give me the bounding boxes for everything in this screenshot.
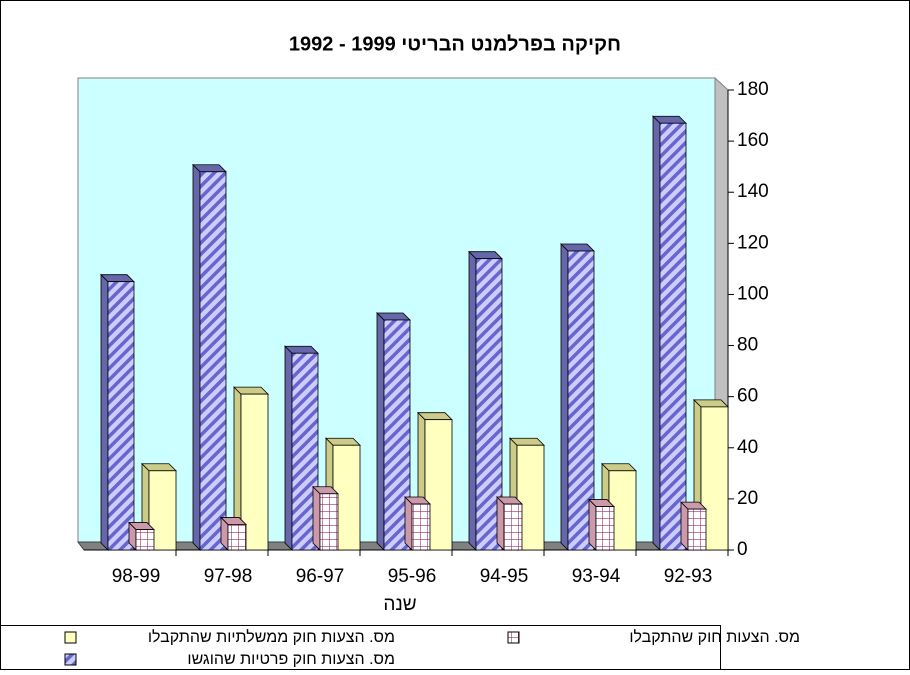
bar-side	[560, 243, 569, 551]
y-tick-label: 0	[737, 539, 748, 560]
x-tick-label: 95-96	[388, 566, 437, 587]
bar	[319, 493, 339, 551]
bar-side	[404, 496, 413, 551]
x-axis-label: שנה	[383, 594, 416, 615]
legend-swatch	[507, 631, 520, 644]
bar	[659, 122, 687, 551]
y-tick-label: 120	[737, 232, 769, 253]
legend-label: מס. הצעות חוק שהתקבלו	[629, 628, 800, 646]
legend-label: מס. הצעות חוק פרטיות שהוגשו	[187, 651, 395, 668]
bar	[411, 503, 431, 551]
x-tick-label: 93-94	[572, 566, 621, 587]
y-tick-label: 140	[737, 181, 769, 202]
y-tick-label: 180	[737, 79, 769, 100]
bar	[503, 503, 523, 551]
legend-swatch	[64, 653, 77, 666]
bar-side	[680, 501, 689, 551]
y-tick-label: 40	[737, 437, 758, 458]
legend-swatch	[64, 631, 77, 644]
bar-side	[100, 273, 109, 551]
bar	[687, 508, 707, 551]
bar-side	[496, 496, 505, 551]
bar-side	[468, 250, 477, 551]
bar-side	[284, 345, 293, 551]
y-tick-label: 80	[737, 335, 758, 356]
chart-title: חקיקה בפרלמנט הבריטי 1999 - 1992	[289, 33, 621, 55]
x-tick-label: 98-99	[112, 566, 161, 587]
bar	[107, 281, 135, 551]
bar	[227, 524, 247, 551]
y-tick-label: 60	[737, 386, 758, 407]
y-tick-label: 20	[737, 488, 758, 509]
bar-side	[588, 498, 597, 551]
y-tick-label: 100	[737, 283, 769, 304]
x-tick-label: 94-95	[480, 566, 529, 587]
bar-side	[376, 312, 385, 551]
bar-side	[192, 163, 201, 551]
bar	[135, 529, 155, 551]
y-tick-label: 160	[737, 130, 769, 151]
x-tick-label: 96-97	[296, 566, 345, 587]
bar-side	[652, 115, 661, 551]
x-tick-label: 97-98	[204, 566, 253, 587]
x-tick-label: 92-93	[664, 566, 713, 587]
bar-side	[312, 485, 321, 551]
bar	[595, 506, 615, 551]
legend-label: מס. הצעות חוק ממשלתיות שהתקבלו	[148, 628, 395, 646]
bar	[199, 171, 227, 551]
